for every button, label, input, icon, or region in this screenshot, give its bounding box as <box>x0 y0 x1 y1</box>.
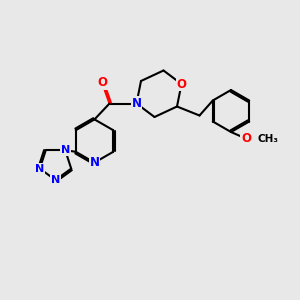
Text: N: N <box>89 156 100 169</box>
Text: O: O <box>241 132 251 145</box>
Text: N: N <box>131 97 142 110</box>
Text: N: N <box>61 145 70 155</box>
Text: CH₃: CH₃ <box>257 134 278 144</box>
Text: N: N <box>35 164 44 174</box>
Text: N: N <box>51 175 60 185</box>
Text: O: O <box>97 76 107 89</box>
Text: O: O <box>176 77 187 91</box>
